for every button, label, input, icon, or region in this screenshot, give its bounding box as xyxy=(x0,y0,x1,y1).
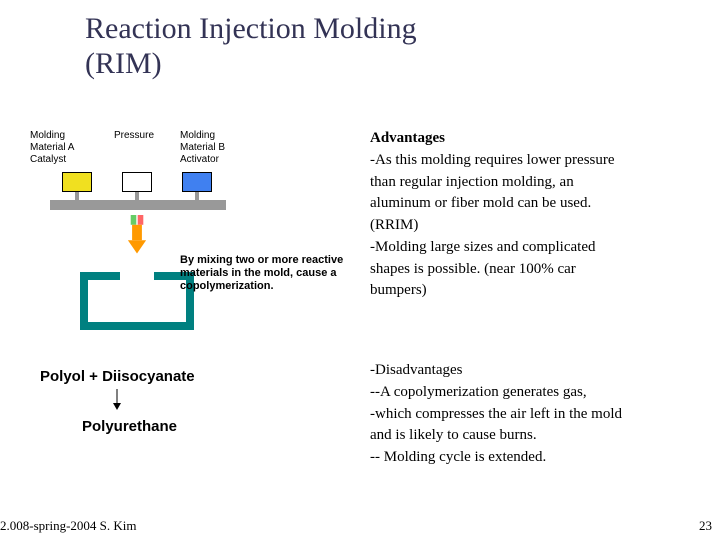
pipe-b xyxy=(195,192,199,200)
title-line1: Reaction Injection Molding xyxy=(85,12,417,45)
adv-line: -As this molding requires lower pressure xyxy=(370,150,700,172)
advantages-block: Advantages -As this molding requires low… xyxy=(370,128,700,302)
adv-line: (RRIM) xyxy=(370,215,700,237)
pipe-p xyxy=(135,192,139,200)
advantages-heading: Advantages xyxy=(370,128,700,150)
adv-line: shapes is possible. (near 100% car xyxy=(370,259,700,281)
tank-b xyxy=(182,172,212,192)
dis-line: -- Molding cycle is extended. xyxy=(370,447,710,469)
adv-line: aluminum or fiber mold can be used. xyxy=(370,193,700,215)
mixer-arrow-icon xyxy=(120,215,154,257)
pipe-a xyxy=(75,192,79,200)
tank-pressure xyxy=(122,172,152,192)
disadvantages-heading: -Disadvantages xyxy=(370,360,710,382)
rim-diagram: MoldingMaterial ACatalyst Pressure Moldi… xyxy=(20,130,360,350)
label-material-b: MoldingMaterial BActivator xyxy=(180,130,240,166)
diagram-caption: By mixing two or more reactive materials… xyxy=(180,254,360,294)
dis-line: -which compresses the air left in the mo… xyxy=(370,404,710,426)
mold xyxy=(80,280,194,330)
reaction-product: Polyurethane xyxy=(82,418,177,435)
title-line2: (RIM) xyxy=(85,47,162,80)
reaction-equation: Polyol + Diisocyanate xyxy=(40,368,195,411)
page-number: 23 xyxy=(699,518,712,534)
mold-top-left xyxy=(80,272,120,280)
adv-line: than regular injection molding, an xyxy=(370,172,700,194)
adv-line: bumpers) xyxy=(370,280,700,302)
disadvantages-block: -Disadvantages --A copolymerization gene… xyxy=(370,360,710,469)
dis-line: and is likely to cause burns. xyxy=(370,425,710,447)
slide-title: Reaction Injection Molding (RIM) xyxy=(85,12,417,81)
manifold-plate xyxy=(50,200,226,210)
footer-text: 2.008-spring-2004 S. Kim xyxy=(0,518,137,534)
label-material-a: MoldingMaterial ACatalyst xyxy=(30,130,90,166)
down-arrow-icon xyxy=(111,389,123,411)
adv-line: -Molding large sizes and complicated xyxy=(370,237,700,259)
tank-a xyxy=(62,172,92,192)
dis-line: --A copolymerization generates gas, xyxy=(370,382,710,404)
reaction-reagents: Polyol + Diisocyanate xyxy=(40,368,195,385)
label-pressure: Pressure xyxy=(114,130,154,141)
